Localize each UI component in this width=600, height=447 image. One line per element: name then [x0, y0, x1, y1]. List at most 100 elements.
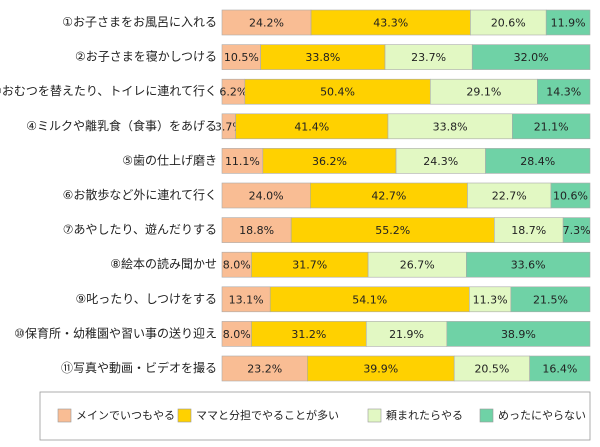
bar-segment [512, 113, 591, 140]
legend-label: めったにやらない [498, 409, 586, 422]
value-label: 33.8% [305, 51, 340, 64]
bar-segment [537, 78, 591, 105]
value-label: 8.0% [223, 259, 251, 272]
value-label: 18.8% [239, 224, 274, 237]
category-label: ③おむつを替えたり、トイレに連れて行く [0, 84, 217, 98]
bar-segment [550, 182, 591, 209]
bar-segment [221, 286, 271, 313]
bar-segment [262, 148, 397, 174]
value-label: 10.5% [224, 51, 259, 64]
value-label: 33.8% [433, 120, 468, 133]
value-label: 21.5% [533, 293, 568, 306]
value-label: 7.3% [563, 224, 591, 237]
bar-segment [244, 78, 431, 105]
bar-segment [221, 321, 252, 347]
value-label: 32.0% [514, 51, 549, 64]
bar-segment [221, 148, 264, 174]
value-label: 50.4% [320, 86, 355, 99]
bar-segment [221, 44, 261, 70]
value-label: 41.4% [294, 120, 329, 133]
bar-segment [290, 217, 495, 243]
bar-segment [367, 251, 467, 278]
bar-segment [446, 321, 591, 347]
value-label: 54.1% [352, 293, 387, 306]
bar-segment [251, 321, 367, 347]
bar-segment [269, 286, 470, 313]
bar-segment [466, 251, 591, 278]
bar-segment [471, 44, 591, 70]
value-label: 55.2% [375, 224, 410, 237]
value-label: 18.7% [511, 224, 546, 237]
bar-segment [221, 251, 252, 278]
value-label: 11.3% [473, 293, 508, 306]
category-label: ⑪写真や動画・ビデオを撮る [61, 360, 217, 375]
category-label: ⑤歯の仕上げ磨き [122, 153, 217, 167]
legend-label: 頼まれたらやる [386, 409, 463, 422]
bar-segment [545, 9, 591, 36]
bar-segment [562, 217, 591, 243]
category-label: ⑥お散歩など外に連れて行く [63, 187, 217, 202]
value-label: 20.6% [491, 17, 526, 30]
value-label: 36.2% [312, 155, 347, 168]
value-label: 31.2% [291, 328, 326, 341]
value-label: 14.3% [546, 86, 581, 99]
bar-segment [384, 44, 473, 70]
value-label: 24.3% [423, 155, 458, 168]
value-label: 29.1% [466, 86, 501, 99]
value-label: 11.9% [551, 17, 586, 30]
bar-segment [310, 9, 471, 36]
value-label: 43.3% [373, 17, 408, 30]
legend-swatch [177, 408, 192, 423]
bar-segment [221, 9, 312, 36]
value-label: 20.5% [474, 363, 509, 376]
bar-segment [307, 355, 455, 382]
legend-box [39, 391, 591, 441]
category-label: ⑧絵本の読み聞かせ [110, 256, 217, 271]
category-label: ②お子さまを寝かしつける [75, 49, 217, 64]
bar-segment [395, 148, 486, 174]
value-label: 26.7% [400, 259, 435, 272]
value-label: 10.6% [553, 190, 588, 203]
bar-segment [468, 286, 512, 313]
category-label: ⑨叱ったり、しつけをする [75, 292, 217, 306]
bar-segment [453, 355, 530, 382]
legend-swatch [57, 408, 72, 423]
value-label: 23.7% [411, 51, 446, 64]
legend-label: メインでいつもやる [76, 409, 175, 422]
category-label: ④ミルクや離乳食（食事）をあげる [26, 118, 217, 133]
value-label: 38.9% [501, 328, 536, 341]
legend-swatch [479, 408, 494, 423]
value-label: 21.1% [534, 120, 569, 133]
value-label: 6.2% [219, 86, 247, 99]
value-label: 28.4% [520, 155, 555, 168]
value-label: 24.0% [249, 190, 284, 203]
bar-segment [365, 321, 448, 347]
category-label: ⑩保育所・幼稚園や習い事の送り迎え [14, 325, 217, 340]
bar-segment [260, 44, 386, 70]
value-label: 13.1% [229, 293, 264, 306]
value-label: 11.1% [225, 155, 260, 168]
bar-segment [387, 113, 513, 140]
bar-segment [470, 9, 547, 36]
legend-swatch [367, 408, 382, 423]
bar-segment [235, 113, 389, 140]
value-label: 16.4% [542, 363, 577, 376]
bar-segment [467, 182, 552, 209]
value-label: 39.9% [363, 363, 398, 376]
bar-segment [310, 182, 468, 209]
value-label: 33.6% [511, 259, 546, 272]
value-label: 8.0% [223, 328, 251, 341]
legend-label: ママと分担でやることが多い [196, 408, 339, 422]
bar-segment [529, 355, 591, 382]
bar-segment [485, 148, 591, 174]
value-label: 42.7% [371, 190, 406, 203]
category-label: ⑦あやしたり、遊んだりする [63, 222, 217, 237]
value-label: 31.7% [292, 259, 327, 272]
bar-segment [510, 286, 591, 313]
value-label: 24.2% [249, 17, 284, 30]
value-label: 23.2% [247, 363, 282, 376]
value-label: 22.7% [492, 190, 527, 203]
category-label: ①お子さまをお風呂に入れる [62, 15, 217, 29]
value-label: 21.9% [389, 328, 424, 341]
